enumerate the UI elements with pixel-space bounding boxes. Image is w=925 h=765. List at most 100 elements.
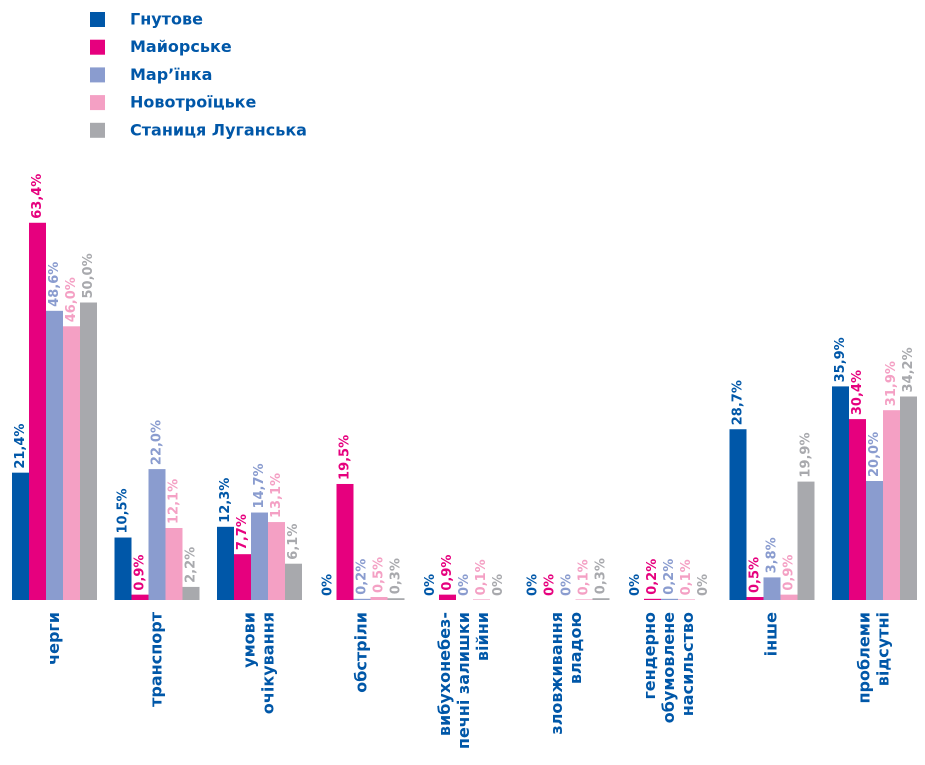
bar <box>285 563 302 600</box>
legend-label: Мар’їнка <box>130 65 212 84</box>
value-label: 0,1% <box>474 559 489 595</box>
legend-label: Станиця Луганська <box>130 120 307 139</box>
category-label: інше <box>762 612 781 657</box>
category-label: вибухонебез- <box>435 612 454 736</box>
bar <box>575 599 593 600</box>
value-label: 2,2% <box>184 547 199 583</box>
bar <box>148 469 166 600</box>
bar <box>763 577 781 600</box>
bar <box>883 410 900 600</box>
value-label: 13,1% <box>269 473 284 518</box>
category-label: очікування <box>259 612 278 714</box>
bar <box>165 528 183 600</box>
bar <box>12 472 29 600</box>
legend-swatch <box>90 67 105 83</box>
value-label: 0,1% <box>577 559 592 595</box>
legend-swatch <box>90 39 105 55</box>
bar <box>182 586 200 600</box>
category-label: відсутні <box>874 612 893 686</box>
bar <box>849 419 866 600</box>
value-label: 0,5% <box>748 557 763 593</box>
value-label: 0% <box>491 574 506 596</box>
value-label: 0% <box>696 574 711 596</box>
legend-label: Новотроїцьке <box>130 93 257 112</box>
value-label: 0% <box>457 574 472 596</box>
value-label: 0,2% <box>645 559 660 595</box>
value-label: 31,9% <box>884 361 899 406</box>
bar <box>80 302 97 600</box>
bar <box>832 386 849 600</box>
legend-swatch <box>90 12 105 27</box>
value-label: 0,9% <box>440 555 455 591</box>
category-label: обумовлене <box>659 612 678 723</box>
value-label: 7,7% <box>235 514 250 550</box>
value-label: 19,9% <box>799 432 814 477</box>
value-label: 0,9% <box>782 555 797 591</box>
value-label: 0% <box>526 574 541 596</box>
bar <box>234 554 251 600</box>
bar <box>729 429 747 600</box>
value-label: 35,9% <box>833 337 848 382</box>
bar <box>780 594 798 600</box>
bar <box>473 599 490 600</box>
legend-swatch <box>90 95 105 111</box>
value-label: 0,5% <box>372 557 387 593</box>
category-label: черги <box>44 612 63 665</box>
category-label: гендерно <box>640 612 659 700</box>
bar <box>370 597 388 600</box>
value-label: 0% <box>423 574 438 596</box>
category-label: умови <box>240 612 259 668</box>
bar <box>131 594 149 600</box>
bar <box>336 483 354 600</box>
bar <box>866 481 883 600</box>
value-label: 50,0% <box>81 253 96 298</box>
value-label: 19,5% <box>338 435 353 480</box>
bar <box>353 598 371 600</box>
value-label: 0% <box>321 574 336 596</box>
legend-swatch <box>90 122 105 138</box>
value-label: 0,3% <box>389 558 404 594</box>
bar <box>29 222 46 600</box>
value-label: 0,1% <box>679 559 694 595</box>
value-label: 0,3% <box>594 558 609 594</box>
category-label: війни <box>473 612 492 661</box>
bar <box>644 598 661 600</box>
category-label: проблеми <box>855 612 874 704</box>
bar <box>387 598 405 600</box>
value-label: 0,9% <box>133 555 148 591</box>
bar <box>114 537 132 600</box>
bar <box>251 512 268 600</box>
legend-label: Майорське <box>130 37 232 56</box>
value-label: 48,6% <box>47 262 62 307</box>
bar <box>797 481 815 600</box>
value-label: 63,4% <box>30 174 45 219</box>
value-label: 22,0% <box>150 420 165 465</box>
category-label: насильство <box>678 612 697 716</box>
value-label: 46,0% <box>64 277 79 322</box>
value-label: 34,2% <box>901 347 916 392</box>
value-label: 6,1% <box>286 524 301 560</box>
bar <box>746 597 764 600</box>
bar <box>63 326 80 600</box>
legend-label: Гнутове <box>130 10 203 29</box>
value-label: 0% <box>628 574 643 596</box>
category-label: обстріли <box>352 612 371 693</box>
bar <box>46 310 63 600</box>
value-label: 0,2% <box>662 559 677 595</box>
value-label: 20,0% <box>867 432 882 477</box>
value-label: 12,1% <box>167 479 182 524</box>
bar <box>439 594 456 600</box>
category-label: зловживання <box>547 612 566 735</box>
value-label: 0,2% <box>355 559 370 595</box>
category-label: печні залишки <box>454 612 473 749</box>
bar <box>661 598 678 600</box>
value-label: 3,8% <box>765 537 780 573</box>
value-label: 28,7% <box>731 380 746 425</box>
bar <box>900 396 917 600</box>
value-label: 10,5% <box>116 488 131 533</box>
category-label: транспорт <box>147 611 166 707</box>
value-label: 14,7% <box>252 463 267 508</box>
value-label: 12,3% <box>218 478 233 523</box>
value-label: 21,4% <box>13 424 28 469</box>
bar <box>678 599 695 600</box>
